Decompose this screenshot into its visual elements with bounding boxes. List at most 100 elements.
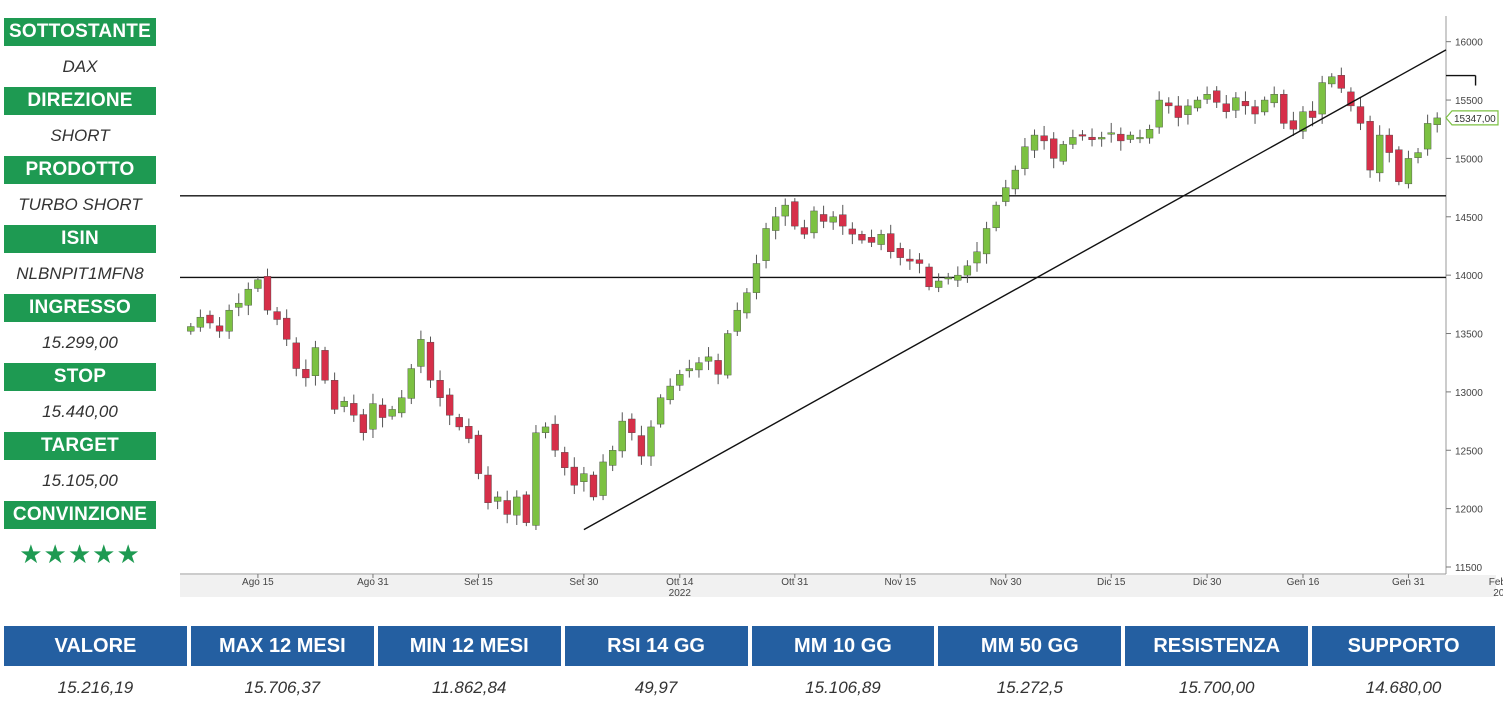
- y-tick-label: 16000: [1455, 38, 1483, 49]
- candle-body: [589, 474, 598, 498]
- candle-body: [1097, 137, 1106, 140]
- y-tick-label: 12500: [1455, 446, 1483, 457]
- candle-body: [561, 452, 569, 468]
- candle-body: [1423, 123, 1432, 150]
- candle-body: [647, 426, 655, 457]
- candle-body: [570, 466, 578, 486]
- candle-body: [474, 434, 483, 474]
- candle-body: [1011, 169, 1019, 190]
- candle-body: [1107, 132, 1115, 135]
- stat-resistenza: RESISTENZA 15.700,00: [1125, 626, 1309, 710]
- candle-body: [1174, 105, 1182, 118]
- candle-body: [206, 314, 214, 324]
- sidebar-value-ingresso: 15.299,00: [42, 332, 118, 352]
- stat-value: 15.706,37: [244, 678, 321, 697]
- candle-body: [254, 279, 262, 289]
- candle-body: [1145, 129, 1154, 139]
- info-sidebar: SOTTOSTANTE DAX DIREZIONE SHORT PRODOTTO…: [4, 18, 156, 579]
- sidebar-label-sottostante: SOTTOSTANTE: [4, 18, 156, 46]
- stat-value: 49,97: [634, 678, 678, 697]
- candle-body: [1241, 101, 1250, 107]
- stat-rsi-14-gg: RSI 14 GG 49,97: [564, 626, 748, 710]
- sidebar-label-convinzione: CONVINZIONE: [4, 501, 156, 529]
- candle-body: [273, 311, 281, 320]
- x-year-label: 2023: [1493, 588, 1503, 599]
- x-tick-label: Dic 15: [1097, 577, 1126, 588]
- candle-body: [1222, 103, 1230, 112]
- candle-body: [493, 496, 502, 502]
- candle-body: [887, 233, 895, 253]
- candle-body: [1193, 99, 1202, 109]
- sidebar-value-sottostante: DAX: [62, 56, 98, 76]
- candle-body: [1308, 110, 1317, 118]
- conviction-stars: ★★★★★: [19, 538, 141, 569]
- stat-label: MM 50 GG: [938, 626, 1122, 666]
- candle-body: [915, 259, 924, 264]
- stat-label: RESISTENZA: [1125, 626, 1309, 666]
- candle-body: [1433, 117, 1441, 125]
- candle-body: [934, 280, 943, 288]
- stat-valore: VALORE 15.216,19: [4, 626, 187, 710]
- candle-body: [283, 317, 291, 340]
- candle-body: [321, 350, 329, 381]
- candle-body: [1165, 102, 1173, 107]
- candle-body: [1021, 146, 1029, 169]
- y-tick-label: 11500: [1455, 563, 1483, 574]
- candle-body: [1126, 134, 1135, 140]
- sidebar-value-direzione: SHORT: [50, 125, 110, 145]
- sidebar-label-ingresso: INGRESSO: [4, 294, 156, 322]
- x-tick-label: Ott 14: [666, 577, 694, 588]
- trend-line: [583, 49, 1447, 531]
- candle-body: [954, 274, 962, 281]
- candle-body: [1376, 134, 1384, 174]
- candle-body: [992, 204, 1000, 228]
- candle-body: [963, 265, 972, 276]
- candle-body: [810, 210, 818, 234]
- stat-mm-50-gg: MM 50 GG 15.272,5: [938, 626, 1122, 710]
- candle-body: [628, 418, 636, 433]
- stat-label: VALORE: [4, 626, 187, 666]
- candle-body: [455, 417, 463, 428]
- candle-body: [896, 248, 904, 258]
- candle-body: [1117, 133, 1125, 142]
- candle-body: [1289, 120, 1298, 130]
- candle-body: [1155, 99, 1163, 128]
- candle-body: [839, 214, 847, 227]
- candle-body: [196, 316, 205, 328]
- sidebar-label-isin: ISIN: [4, 225, 156, 253]
- candle-body: [944, 277, 952, 280]
- x-tick-label: Ott 31: [781, 577, 809, 588]
- sidebar-value-isin: NLBNPIT1MFN8: [16, 263, 144, 283]
- stat-label: MIN 12 MESI: [377, 626, 561, 666]
- candle-body: [551, 423, 559, 451]
- x-tick-label: Set 15: [464, 577, 493, 588]
- candle-body: [263, 276, 272, 311]
- candle-body: [1030, 134, 1039, 151]
- candle-body: [733, 309, 741, 332]
- candle-body: [1069, 137, 1077, 145]
- candle-body: [695, 362, 703, 371]
- x-tick-label: Nov 30: [990, 577, 1022, 588]
- stat-label: RSI 14 GG: [564, 626, 748, 666]
- stat-value: 15.700,00: [1178, 678, 1255, 697]
- candle-body: [1088, 136, 1096, 140]
- candle-body: [973, 251, 981, 264]
- candle-body: [1078, 134, 1087, 137]
- candle-body: [618, 420, 626, 452]
- stat-value: 15.106,89: [805, 678, 881, 697]
- candle-body: [714, 360, 722, 375]
- candle-body: [800, 227, 809, 235]
- candle-body: [187, 326, 195, 332]
- y-tick-label: 14500: [1455, 213, 1483, 224]
- candle-body: [781, 204, 789, 217]
- candle-body: [982, 228, 991, 255]
- stat-supporto: SUPPORTO 14.680,00: [1312, 626, 1495, 710]
- candle-body: [1059, 144, 1067, 162]
- candle-body: [302, 369, 310, 379]
- candle-body: [1328, 76, 1336, 85]
- candle-body: [762, 228, 770, 261]
- candle-body: [925, 266, 933, 288]
- candle-body: [877, 234, 885, 245]
- candle-body: [724, 333, 732, 376]
- candle-body: [609, 450, 617, 466]
